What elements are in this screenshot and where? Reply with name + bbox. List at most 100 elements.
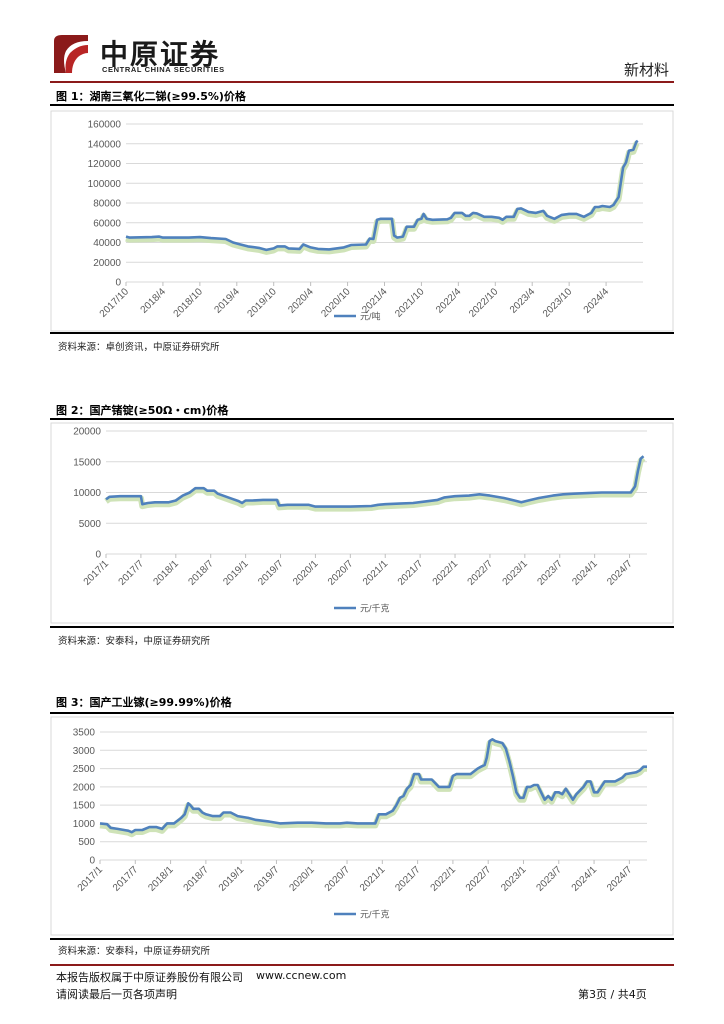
x-tick-label: 2022/10 [467, 286, 501, 320]
x-tick-label: 2021/7 [396, 558, 426, 588]
x-tick-label: 2024/4 [582, 286, 612, 316]
price-line [125, 139, 639, 252]
y-tick-label: 3000 [73, 746, 96, 757]
x-tick-label: 2023/1 [501, 558, 531, 588]
chart-frame [50, 716, 674, 936]
page-number: 第3页 / 共4页 [578, 988, 647, 1001]
x-tick-label: 2021/1 [358, 864, 388, 894]
x-tick-label: 2018/1 [152, 558, 182, 588]
x-tick-label: 2019/1 [217, 864, 247, 894]
x-tick-label: 2023/7 [534, 864, 564, 894]
x-tick-label: 2019/7 [252, 864, 282, 894]
figure-title: 图 3：国产工业镓(≥99.99%)价格 [56, 696, 232, 709]
source-rule [50, 332, 674, 334]
logo-mark [50, 33, 92, 75]
footer-copyright: 本报告版权属于中原证券股份有限公司 [56, 971, 243, 984]
x-tick-label: 2023/4 [508, 286, 538, 316]
y-tick-label: 5000 [79, 519, 102, 530]
figure-rule [50, 418, 674, 420]
footer-rule [50, 964, 674, 966]
x-tick-label: 2024/7 [605, 864, 635, 894]
legend-label: 元/千克 [360, 604, 390, 614]
source-rule [50, 938, 674, 940]
legend-label: 元/吨 [360, 311, 381, 322]
y-tick-label: 1000 [73, 819, 96, 830]
legend-label: 元/千克 [360, 910, 390, 920]
price-line [105, 455, 645, 508]
y-tick-label: 0 [95, 550, 101, 561]
chart-frame [50, 110, 674, 332]
y-tick-label: 80000 [93, 199, 121, 210]
x-tick-label: 2018/10 [172, 286, 206, 320]
series-shadow [104, 455, 646, 512]
x-tick-label: 2022/1 [429, 864, 459, 894]
footer-disclaimer: 请阅读最后一页各项声明 [56, 988, 177, 1001]
y-tick-label: 60000 [93, 218, 121, 229]
y-tick-label: 140000 [88, 139, 122, 150]
x-tick-label: 2019/4 [212, 286, 242, 316]
x-tick-label: 2023/7 [535, 558, 565, 588]
x-tick-label: 2019/1 [221, 558, 251, 588]
x-tick-label: 2022/4 [434, 286, 464, 316]
source-note: 资料来源：安泰科，中原证券研究所 [58, 946, 211, 957]
y-tick-label: 2500 [73, 764, 96, 775]
x-tick-label: 2020/1 [291, 558, 321, 588]
section-label: 新材料 [624, 61, 670, 79]
y-tick-label: 0 [89, 856, 95, 867]
chart-frame [50, 422, 674, 624]
antimony-price-chart: 0 20000 40000 60000 80000 100000 120000 140000 1… [50, 110, 674, 332]
logo-english: CENTRAL CHINA SECURITIES [102, 65, 225, 74]
x-tick-label: 2020/7 [326, 558, 356, 588]
x-tick-label: 2022/7 [464, 864, 494, 894]
y-tick-label: 20000 [73, 427, 101, 438]
y-tick-label: 0 [115, 278, 121, 289]
gallium-price-chart: 0 500 1000 1500 2000 2500 3000 3500 2017/1 2017/7… [50, 716, 674, 936]
x-tick-label: 2019/10 [245, 286, 279, 320]
x-tick-label: 2018/1 [146, 864, 176, 894]
x-tick-label: 2020/7 [323, 864, 353, 894]
y-tick-label: 3500 [73, 728, 96, 739]
x-tick-label: 2023/1 [499, 864, 529, 894]
x-tick-label: 2021/1 [361, 558, 391, 588]
y-tick-label: 15000 [73, 457, 101, 468]
price-line [99, 738, 647, 834]
x-tick-label: 2017/10 [98, 286, 132, 320]
x-tick-label: 2018/7 [182, 864, 212, 894]
x-tick-label: 2024/1 [570, 864, 600, 894]
x-tick-label: 2024/7 [605, 558, 635, 588]
y-tick-label: 500 [78, 837, 95, 848]
x-tick-label: 2020/4 [286, 286, 316, 316]
y-tick-label: 1500 [73, 801, 96, 812]
x-tick-label: 2021/7 [393, 864, 423, 894]
figure-title: 图 2：国产锗锭(≥50Ω・cm)价格 [56, 404, 229, 417]
x-tick-label: 2022/1 [431, 558, 461, 588]
x-tick-label: 2022/7 [466, 558, 496, 588]
y-tick-label: 40000 [93, 238, 121, 249]
x-tick-label: 2018/7 [186, 558, 216, 588]
x-tick-label: 2020/1 [287, 864, 317, 894]
source-note: 资料来源：卓创资讯，中原证券研究所 [58, 342, 220, 353]
x-tick-label: 2017/7 [111, 864, 141, 894]
x-tick-label: 2018/4 [139, 286, 169, 316]
footer-website[interactable]: www.ccnew.com [256, 969, 347, 982]
y-tick-label: 10000 [73, 488, 101, 499]
x-tick-label: 2017/1 [76, 864, 106, 894]
figure-rule [50, 104, 674, 106]
x-tick-label: 2023/10 [541, 286, 575, 320]
x-tick-label: 2017/7 [117, 558, 147, 588]
y-tick-label: 2000 [73, 782, 96, 793]
figure-title: 图 1：湖南三氧化二锑(≥99.5%)价格 [56, 90, 246, 103]
figure-rule [50, 712, 674, 714]
x-tick-label: 2024/1 [570, 558, 600, 588]
source-rule [50, 626, 674, 628]
x-tick-label: 2017/1 [82, 558, 112, 588]
x-tick-label: 2020/10 [319, 286, 353, 320]
y-tick-label: 20000 [93, 258, 121, 269]
series-shadow [125, 140, 640, 255]
y-tick-label: 100000 [88, 179, 122, 190]
logo-chinese: 中原证券 [100, 38, 221, 71]
y-tick-label: 160000 [88, 120, 122, 131]
x-tick-label: 2019/7 [256, 558, 286, 588]
x-tick-label: 2021/10 [393, 286, 427, 320]
